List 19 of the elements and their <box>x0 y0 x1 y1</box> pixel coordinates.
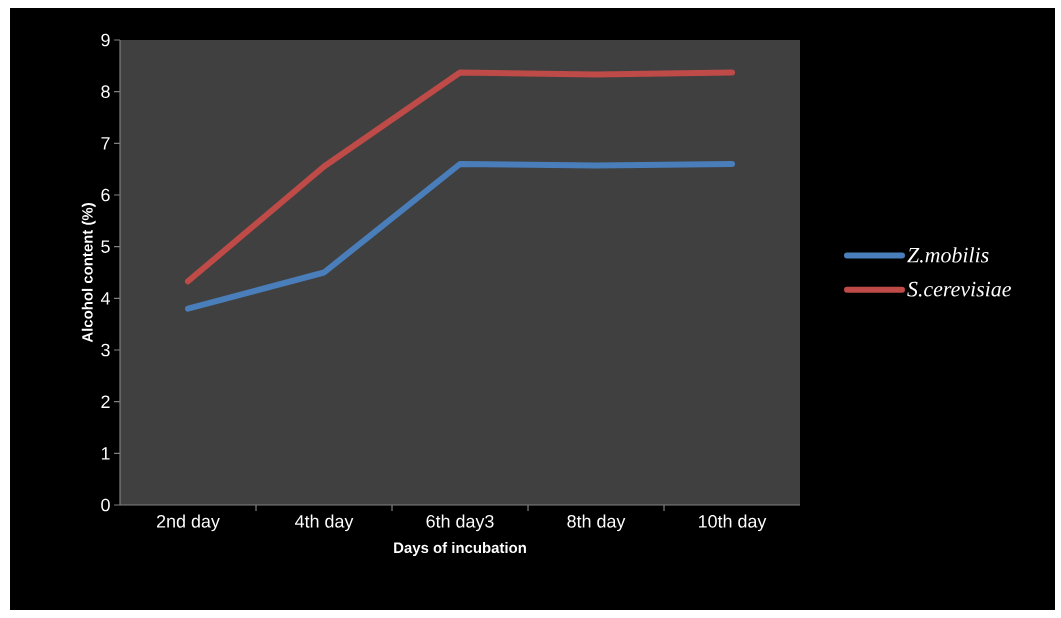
legend-label: Z.mobilis <box>907 247 989 263</box>
y-tick-label: 0 <box>101 498 110 512</box>
x-tick-label: 10th day <box>698 514 767 532</box>
x-tick-label: 4th day <box>295 514 354 532</box>
y-tick-label: 4 <box>100 292 110 305</box>
x-tick-label: 6th day3 <box>426 514 494 532</box>
y-tick-label: 7 <box>101 137 110 150</box>
x-axis-title: Days of incubation <box>394 542 526 556</box>
y-tick-label: 1 <box>101 447 110 460</box>
y-axis-title: Alcohol content (%) <box>81 203 96 343</box>
y-tick-label: 2 <box>101 395 110 408</box>
y-tick-label: 5 <box>101 240 110 253</box>
y-tick-label: 6 <box>101 188 110 202</box>
legend-label: S.cerevisiae <box>907 281 1011 297</box>
y-tick-label: 3 <box>101 343 110 357</box>
x-tick-label: 2nd day <box>157 514 220 532</box>
y-tick-label: 8 <box>101 85 110 98</box>
x-tick-label: 8th day <box>567 514 626 532</box>
y-tick-label: 9 <box>101 33 110 47</box>
